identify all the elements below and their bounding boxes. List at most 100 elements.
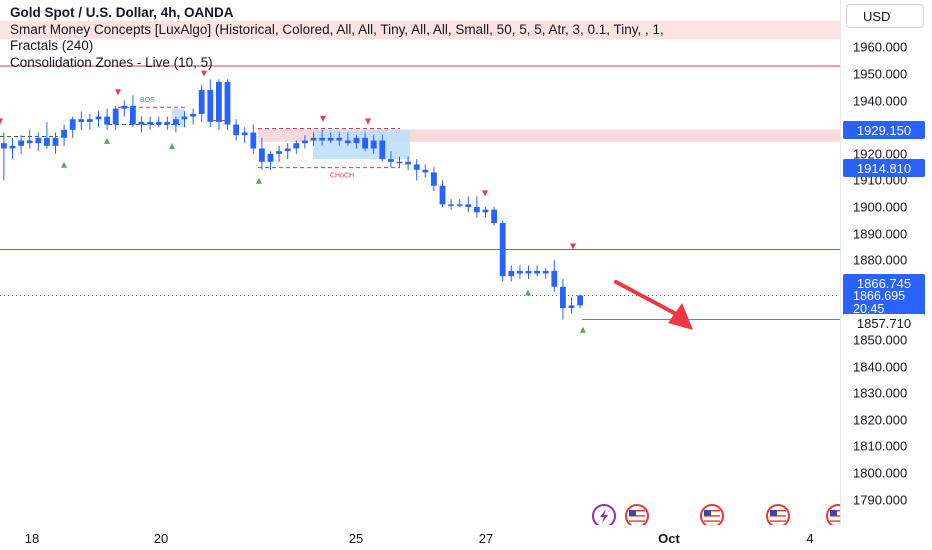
candle-body xyxy=(207,89,214,122)
us-flag-icon xyxy=(700,504,724,525)
price-tick: 1900.000 xyxy=(853,199,908,215)
candle-body xyxy=(190,113,196,117)
candle-body xyxy=(224,81,231,125)
candle-body xyxy=(44,137,50,146)
candle-body xyxy=(147,121,153,125)
candle-body xyxy=(439,185,446,205)
candle-body xyxy=(95,116,102,120)
fractal-down-marker xyxy=(0,118,3,125)
candle-body xyxy=(155,121,162,125)
low-line-price-tag: 1857.710 xyxy=(843,314,925,332)
candle-body xyxy=(9,145,16,149)
candle-body xyxy=(293,143,300,149)
candle-body xyxy=(198,89,205,114)
candle-body xyxy=(284,148,291,152)
fractal-down-marker xyxy=(482,190,488,197)
indicator-consolidation[interactable]: Consolidation Zones - Live (10, 5) xyxy=(10,54,213,70)
candle-body xyxy=(259,148,265,162)
candle-body xyxy=(69,119,76,130)
indicator-smc[interactable]: Smart Money Concepts [LuxAlgo] (Historic… xyxy=(10,21,664,37)
indicator-fractals[interactable]: Fractals (240) xyxy=(10,38,94,53)
price-tick: 1820.000 xyxy=(853,412,908,428)
candle-body xyxy=(560,286,566,309)
fractal-down-marker xyxy=(201,70,207,77)
candle-body xyxy=(448,204,454,206)
candle-body xyxy=(233,124,239,136)
candle-body xyxy=(577,295,583,306)
price-tick: 1810.000 xyxy=(853,438,908,454)
price-tick: 1880.000 xyxy=(853,252,908,268)
candle-body xyxy=(138,121,145,125)
fractal-up-marker xyxy=(580,326,586,333)
candle-body xyxy=(181,116,188,120)
consolidation-box xyxy=(313,129,410,160)
candle-body xyxy=(87,119,93,122)
lightning-icon xyxy=(592,504,616,525)
candle-body xyxy=(491,209,497,223)
candle-body xyxy=(396,161,403,164)
top-supply-zone xyxy=(0,20,840,40)
candle-body xyxy=(431,172,437,186)
candle-body xyxy=(250,132,257,149)
resistance-price-tag: 1929.150 xyxy=(843,121,925,139)
candle-body xyxy=(413,164,420,170)
candle-body xyxy=(216,81,222,122)
price-tick: 1790.000 xyxy=(853,492,908,508)
candle-body xyxy=(474,207,480,213)
price-scale[interactable]: 1960.0001950.0001940.0001930.0001920.000… xyxy=(840,0,932,525)
candle-body xyxy=(517,270,523,274)
candle-body xyxy=(173,119,179,125)
down-arrow-head xyxy=(668,303,693,330)
fractal-up-marker xyxy=(61,161,67,168)
candle-body xyxy=(551,270,558,287)
price-tick: 1850.000 xyxy=(853,332,908,348)
candle-body xyxy=(534,270,540,274)
us-flag-icon xyxy=(625,504,649,525)
last-price-tag: 1866.745 xyxy=(843,274,925,292)
time-tick: 20 xyxy=(153,531,169,546)
chart-area[interactable]: BOS CHoCH xyxy=(0,0,840,525)
candle-body xyxy=(388,159,394,162)
time-scale[interactable]: 18 20 25 27 Oct 4 xyxy=(0,525,840,550)
time-tick: 4 xyxy=(806,531,814,546)
bar-countdown: 20:45 xyxy=(853,302,885,316)
candle-body xyxy=(112,108,119,125)
candle-body xyxy=(319,137,325,141)
bid-price: 1866.695 xyxy=(853,289,906,303)
fractal-down-marker xyxy=(320,115,326,122)
candle-body xyxy=(267,153,274,162)
candle-body xyxy=(327,137,334,141)
candle-body xyxy=(121,105,128,109)
price-tick: 1950.000 xyxy=(853,66,908,82)
fractal-up-marker xyxy=(525,289,531,296)
candle-body xyxy=(310,137,317,141)
candle-body xyxy=(499,222,506,277)
fractal-down-marker xyxy=(115,89,121,96)
price-tick: 1920.000 xyxy=(853,146,908,162)
candle-body xyxy=(345,140,351,144)
chart-legend: Gold Spot / U.S. Dollar, 4h, OANDA Smart… xyxy=(10,5,664,71)
candle-body xyxy=(1,143,7,149)
candle-body xyxy=(18,140,24,146)
candle-body xyxy=(370,140,377,149)
price-tick: 1960.000 xyxy=(853,39,908,55)
price-chart[interactable]: BOS CHoCH xyxy=(0,0,840,525)
price-tick: 1940.000 xyxy=(853,93,908,109)
currency-button[interactable]: USD xyxy=(846,4,924,28)
candle-body xyxy=(276,151,282,154)
candle-body xyxy=(465,204,472,207)
fractal-down-marker xyxy=(570,243,576,250)
candle-body xyxy=(422,169,429,173)
candle-body xyxy=(302,140,308,144)
price-tick: 1840.000 xyxy=(853,359,908,375)
price-tick: 1830.000 xyxy=(853,385,908,401)
candle-body xyxy=(542,270,549,274)
support-price-tag: 1914.810 xyxy=(843,159,925,177)
candle-body xyxy=(379,140,386,160)
fractal-up-marker xyxy=(256,177,262,184)
down-arrow-shaft xyxy=(614,280,682,318)
symbol-title[interactable]: Gold Spot / U.S. Dollar, 4h, OANDA xyxy=(10,5,234,20)
candle-body xyxy=(336,137,343,141)
candle-body xyxy=(61,129,67,138)
candle-body xyxy=(52,137,59,146)
